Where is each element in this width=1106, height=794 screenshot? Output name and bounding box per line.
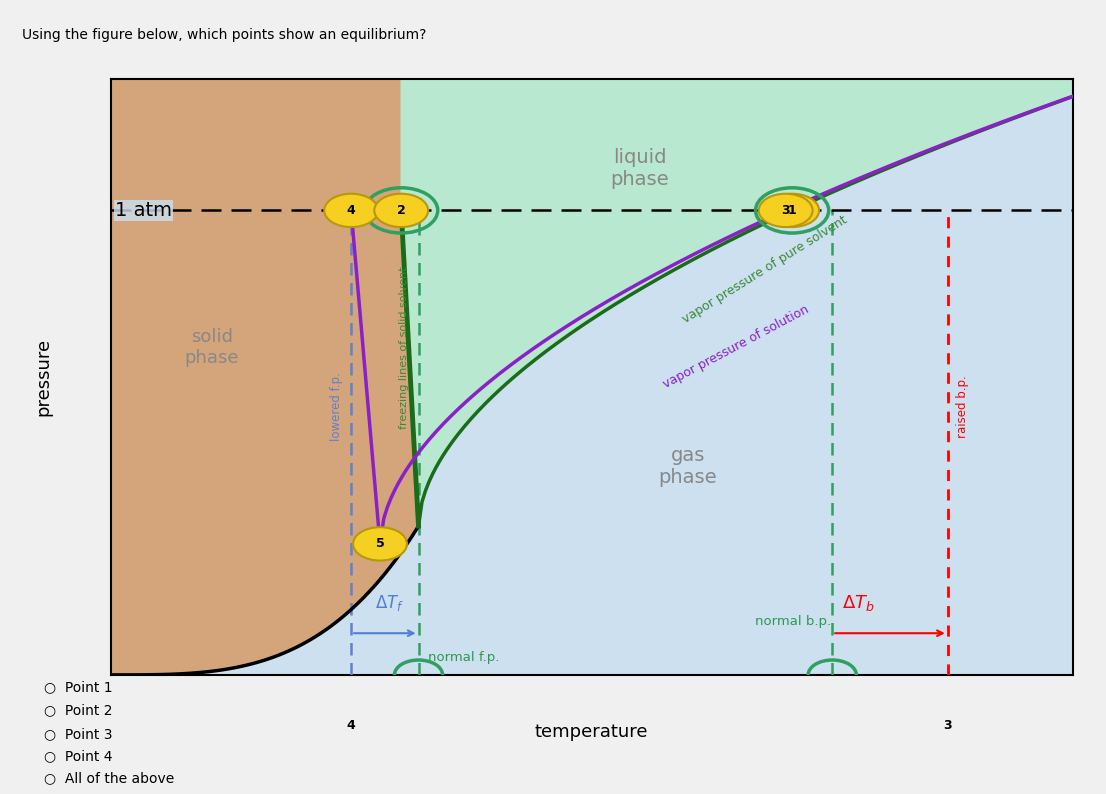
Text: vapor pressure of pure solvent: vapor pressure of pure solvent: [680, 214, 849, 326]
Text: 1 atm: 1 atm: [115, 201, 173, 220]
Text: ○  All of the above: ○ All of the above: [44, 771, 175, 785]
Text: 3: 3: [781, 204, 790, 217]
Circle shape: [324, 709, 378, 742]
Polygon shape: [401, 79, 1073, 526]
Text: freezing lines of solid solvent: freezing lines of solid solvent: [399, 266, 409, 429]
Text: 1: 1: [787, 204, 796, 217]
Circle shape: [759, 194, 813, 227]
Circle shape: [353, 527, 407, 561]
Text: normal b.p.: normal b.p.: [755, 615, 832, 628]
Text: raised b.p.: raised b.p.: [956, 376, 969, 438]
Text: pressure: pressure: [34, 338, 52, 416]
Text: Using the figure below, which points show an equilibrium?: Using the figure below, which points sho…: [22, 28, 427, 42]
Text: 4: 4: [347, 204, 355, 217]
Circle shape: [921, 709, 974, 742]
Text: liquid
phase: liquid phase: [611, 148, 669, 189]
Text: $\Delta T_f$: $\Delta T_f$: [375, 593, 405, 614]
Text: 3: 3: [943, 719, 952, 732]
Circle shape: [374, 194, 428, 227]
Text: temperature: temperature: [535, 723, 648, 741]
Text: solid
phase: solid phase: [185, 328, 239, 367]
Text: $\Delta T_b$: $\Delta T_b$: [842, 593, 875, 614]
Text: ○  Point 4: ○ Point 4: [44, 749, 113, 763]
Text: ○  Point 1: ○ Point 1: [44, 680, 113, 694]
Text: gas
phase: gas phase: [658, 446, 718, 487]
Text: 5: 5: [376, 538, 385, 550]
Text: lowered f.p.: lowered f.p.: [331, 372, 343, 441]
Text: 4: 4: [347, 719, 355, 732]
Text: 2: 2: [397, 204, 406, 217]
Circle shape: [324, 194, 378, 227]
Circle shape: [765, 194, 820, 227]
Text: ○  Point 3: ○ Point 3: [44, 727, 113, 742]
Text: ○  Point 2: ○ Point 2: [44, 703, 113, 718]
Text: vapor pressure of solution: vapor pressure of solution: [661, 303, 811, 391]
Polygon shape: [111, 79, 418, 675]
Text: normal f.p.: normal f.p.: [428, 650, 500, 664]
